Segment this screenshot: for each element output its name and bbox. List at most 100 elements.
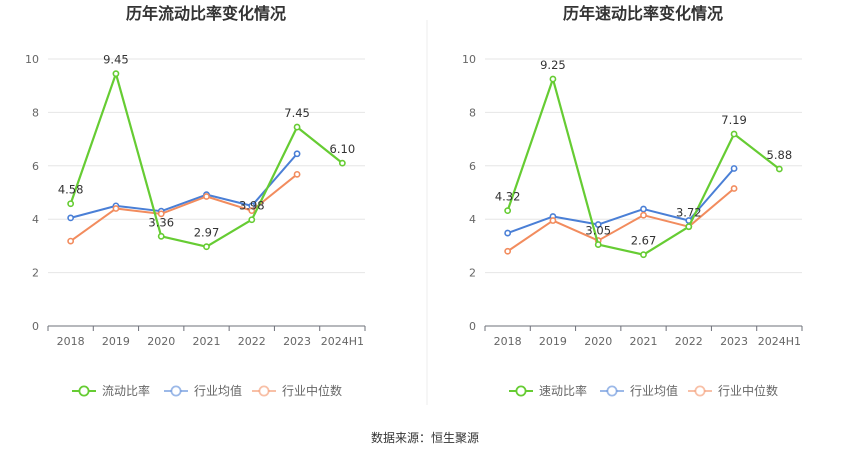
source-text: 数据来源：恒生聚源 xyxy=(371,430,479,445)
data-label: 3.05 xyxy=(585,224,611,238)
legend-item-3: 行业中位数 xyxy=(252,383,342,398)
x-tick-label: 2021 xyxy=(193,335,221,348)
data-point xyxy=(504,207,512,215)
data-label: 7.45 xyxy=(284,106,310,120)
data-point xyxy=(640,211,647,219)
y-tick-label: 2 xyxy=(32,267,39,280)
data-point xyxy=(504,247,512,255)
data-point xyxy=(203,243,210,251)
data-point xyxy=(157,210,165,218)
legend-swatch-marker xyxy=(78,385,90,397)
y-tick-label: 4 xyxy=(32,213,39,226)
data-point xyxy=(67,237,75,245)
x-tick-label: 2018 xyxy=(57,335,85,348)
data-point xyxy=(594,221,602,228)
x-tick-label: 2019 xyxy=(102,335,130,348)
data-point xyxy=(248,216,256,224)
data-point xyxy=(67,200,75,208)
data-label: 4.32 xyxy=(495,190,521,204)
legend-swatch-marker xyxy=(515,385,527,397)
x-tick-label: 2022 xyxy=(675,335,703,348)
legend-label: 行业中位数 xyxy=(718,383,778,398)
series-line xyxy=(70,153,298,219)
series-line xyxy=(506,77,781,256)
y-tick-label: 6 xyxy=(469,160,476,173)
legend-swatch-marker xyxy=(258,385,270,397)
data-point xyxy=(112,205,120,212)
data-point xyxy=(293,150,301,158)
data-label: 5.88 xyxy=(767,148,793,162)
y-tick-label: 0 xyxy=(469,320,476,333)
data-point xyxy=(504,229,512,237)
x-tick-label: 2023 xyxy=(283,335,311,348)
legend-label: 行业均值 xyxy=(630,383,678,398)
data-point xyxy=(594,241,602,248)
y-tick-label: 0 xyxy=(32,320,39,333)
y-tick-label: 2 xyxy=(469,267,476,280)
data-point xyxy=(338,159,346,167)
x-tick-label: 2020 xyxy=(147,335,175,348)
x-tick-label: 2018 xyxy=(494,335,522,348)
data-point xyxy=(112,70,120,78)
data-label: 3.36 xyxy=(148,215,174,229)
data-point xyxy=(730,165,738,172)
y-tick-label: 4 xyxy=(469,213,476,226)
data-label: 4.58 xyxy=(58,183,84,197)
data-point xyxy=(775,165,783,173)
data-point xyxy=(685,223,693,231)
x-tick-label: 2024H1 xyxy=(321,335,364,348)
legend-swatch-marker xyxy=(606,385,618,397)
data-point xyxy=(67,214,75,222)
data-point xyxy=(730,130,738,138)
y-tick-label: 10 xyxy=(25,53,39,66)
y-tick-label: 10 xyxy=(462,53,476,66)
series-2 xyxy=(67,150,301,222)
chart-panel-1: 历年流动比率变化情况 0 2 4 6 8 10 2018 2019 2020 2021 2022 202… xyxy=(25,4,366,398)
data-point xyxy=(549,75,557,83)
data-point xyxy=(248,207,256,215)
series-line xyxy=(69,72,344,248)
data-point xyxy=(157,232,165,240)
legend-item-3: 行业中位数 xyxy=(688,383,778,398)
series-1: 4.58 9.45 3.36 2.97 3.98 7.45 6.10 xyxy=(58,53,356,251)
x-tick-label: 2021 xyxy=(630,335,658,348)
series-line xyxy=(507,187,735,253)
legend-swatch-marker xyxy=(694,385,706,397)
legend-swatch-marker xyxy=(170,385,182,397)
data-point xyxy=(640,251,647,259)
data-label: 9.25 xyxy=(540,58,566,72)
legend-item-2: 行业均值 xyxy=(600,383,678,398)
chart-title: 历年速动比率变化情况 xyxy=(563,4,723,23)
legend-label: 行业均值 xyxy=(194,383,242,398)
legend-item-2: 行业均值 xyxy=(164,383,242,398)
data-label: 6.10 xyxy=(330,142,356,156)
data-label: 7.19 xyxy=(721,113,747,127)
data-label: 2.67 xyxy=(631,234,657,248)
data-label: 2.97 xyxy=(194,226,220,240)
legend-label: 速动比率 xyxy=(539,383,587,398)
series-line xyxy=(507,167,735,235)
x-tick-label: 2019 xyxy=(539,335,567,348)
x-tick-label: 2024H1 xyxy=(758,335,801,348)
y-tick-label: 6 xyxy=(32,160,39,173)
series-3 xyxy=(504,185,738,255)
legend-item-1: 流动比率 xyxy=(72,383,150,398)
data-label: 9.45 xyxy=(103,53,129,67)
x-tick-label: 2023 xyxy=(720,335,748,348)
x-tick-label: 2022 xyxy=(238,335,266,348)
data-point xyxy=(640,205,647,213)
series-1: 4.32 9.25 3.05 2.67 3.72 7.19 5.88 xyxy=(495,58,793,259)
data-label: 3.72 xyxy=(676,206,702,220)
x-tick-label: 2020 xyxy=(584,335,612,348)
data-point xyxy=(730,185,738,192)
legend-item-1: 速动比率 xyxy=(509,383,587,398)
data-point xyxy=(293,170,301,178)
series-3 xyxy=(67,170,301,245)
chart-title: 历年流动比率变化情况 xyxy=(126,4,286,23)
data-point xyxy=(549,217,557,224)
chart-panel-2: 历年速动比率变化情况 0 2 4 6 8 10 2018 2019 2020 2021 2022 202… xyxy=(462,4,803,398)
data-point xyxy=(203,193,210,200)
data-label: 3.98 xyxy=(239,199,265,213)
data-point xyxy=(293,123,301,131)
